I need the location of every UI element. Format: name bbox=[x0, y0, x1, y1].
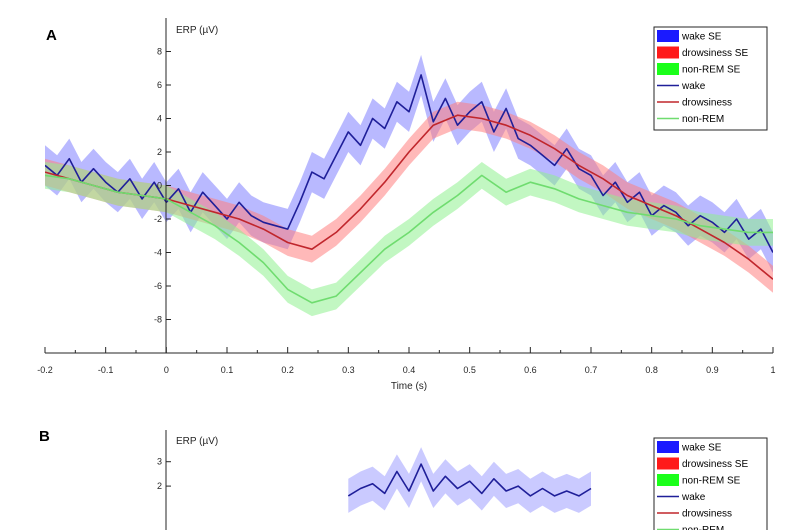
legend-label: non-REM SE bbox=[682, 476, 741, 487]
x-tick-label: 0.5 bbox=[463, 365, 476, 375]
legend-swatch-wake-se bbox=[657, 30, 679, 42]
y-tick-label: -8 bbox=[154, 315, 162, 325]
legend-label: wake SE bbox=[681, 443, 722, 454]
x-tick-label: 0.8 bbox=[645, 365, 658, 375]
legend-label: non-REM SE bbox=[682, 65, 741, 76]
legend-swatch-drowsiness-se bbox=[657, 457, 679, 470]
legend-label: non-REM bbox=[682, 114, 724, 125]
x-tick-label: 0 bbox=[164, 365, 169, 375]
legend-label: wake bbox=[681, 492, 706, 503]
legend-swatch-non-rem-se bbox=[657, 474, 679, 486]
legend-label: drowsiness bbox=[682, 509, 732, 520]
y-tick-label: 2 bbox=[157, 481, 162, 491]
x-tick-label: -0.2 bbox=[37, 365, 53, 375]
x-tick-label: 0.1 bbox=[221, 365, 234, 375]
legend-label: wake bbox=[681, 81, 706, 92]
y-tick-label: 8 bbox=[157, 47, 162, 57]
y-tick-label: 0 bbox=[157, 181, 162, 191]
panel-letter-b: B bbox=[39, 428, 50, 445]
legend-swatch-drowsiness-se bbox=[657, 46, 679, 59]
legend-label: non-REM bbox=[682, 525, 724, 530]
x-tick-label: 0.3 bbox=[342, 365, 355, 375]
panel-a: A -8 -6 -4 -2 0 2 4 6 8 ERP (µV) -0.2 -0.1 0 0.1 0.2 0.3… bbox=[37, 18, 776, 392]
legend-label: drowsiness SE bbox=[682, 459, 748, 470]
legend-label: drowsiness bbox=[682, 98, 732, 109]
panel-b: B 2 3 ERP (µV) wake SE drowsiness SE non-REM S… bbox=[39, 428, 768, 530]
legend-label: drowsiness SE bbox=[682, 48, 748, 59]
legend-label: wake SE bbox=[681, 32, 722, 43]
legend-box bbox=[653, 26, 768, 131]
se-band-drowsiness bbox=[45, 101, 773, 293]
y-tick-label: 6 bbox=[157, 80, 162, 90]
se-band-non-REM bbox=[45, 162, 773, 317]
y-axis-title: ERP (µV) bbox=[176, 25, 218, 36]
x-tick-label: -0.1 bbox=[98, 365, 114, 375]
y-axis-title: ERP (µV) bbox=[176, 436, 218, 447]
y-tick-label: 2 bbox=[157, 147, 162, 157]
y-tick-label: 3 bbox=[157, 457, 162, 467]
se-band-wake bbox=[348, 447, 591, 513]
y-tick-label: -6 bbox=[154, 281, 162, 291]
y-tick-label: 4 bbox=[157, 114, 162, 124]
x-axis-title: Time (s) bbox=[391, 381, 427, 392]
x-tick-label: 0.6 bbox=[524, 365, 537, 375]
legend: wake SE drowsiness SE non-REM SE wake drowsi… bbox=[653, 26, 768, 131]
x-tick-label: 0.9 bbox=[706, 365, 719, 375]
x-tick-label: 0.4 bbox=[403, 365, 416, 375]
x-tick-label: 1 bbox=[770, 365, 775, 375]
series-line-wake bbox=[347, 463, 592, 497]
legend-swatch-non-rem-se bbox=[657, 63, 679, 75]
y-tick-label: -4 bbox=[154, 248, 162, 258]
x-tick-label: 0.7 bbox=[585, 365, 598, 375]
panel-letter-a: A bbox=[46, 27, 57, 44]
y-tick-label: -2 bbox=[154, 214, 162, 224]
plot-area bbox=[347, 447, 592, 513]
x-tick-label: 0.2 bbox=[281, 365, 294, 375]
legend-swatch-wake-se bbox=[657, 441, 679, 453]
legend: wake SE drowsiness SE non-REM SE wake drowsi… bbox=[653, 437, 768, 530]
